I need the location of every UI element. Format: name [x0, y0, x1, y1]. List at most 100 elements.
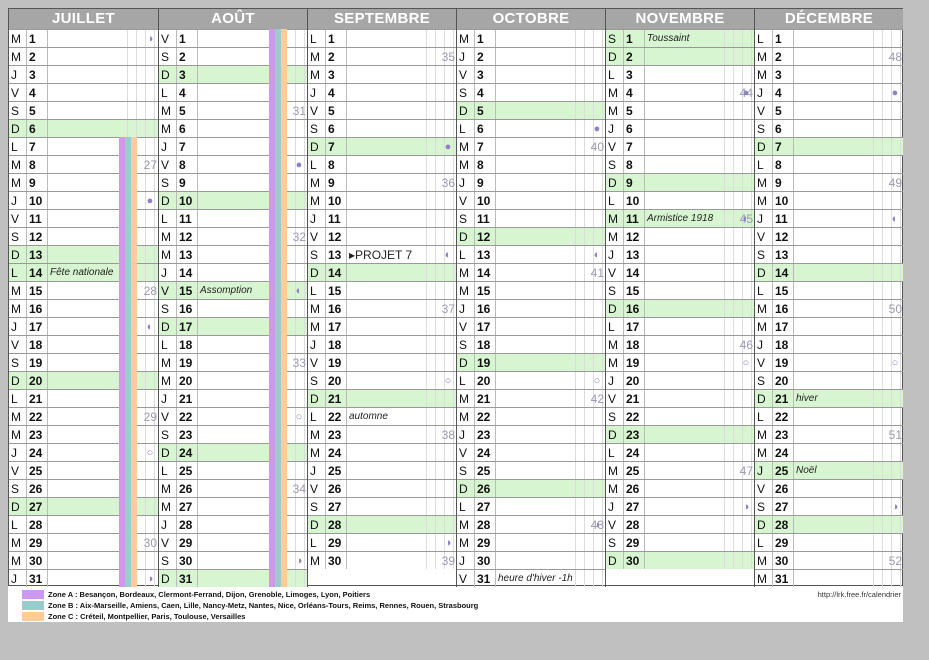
day-row[interactable]: L 10 [606, 191, 754, 209]
day-row[interactable]: M 19 ○ [606, 353, 754, 371]
day-row[interactable]: M 18 46 [606, 335, 754, 353]
day-row[interactable]: J 18 [308, 335, 456, 353]
day-row[interactable]: V 26 [308, 479, 456, 497]
day-row[interactable]: V 17 [457, 317, 605, 335]
day-row[interactable]: S 18 [457, 335, 605, 353]
day-row[interactable]: J 4 ● [755, 83, 903, 101]
day-row[interactable]: L 22 [755, 407, 903, 425]
day-row[interactable]: M 21 42 [457, 389, 605, 407]
day-row[interactable]: L 13 ◐ [457, 245, 605, 263]
day-row[interactable]: L 6 ● [457, 119, 605, 137]
day-row[interactable]: V 26 [755, 479, 903, 497]
day-row[interactable]: S 27 [308, 497, 456, 515]
day-row[interactable]: M 9 36 [308, 173, 456, 191]
day-row[interactable]: J 30 [457, 551, 605, 569]
day-row[interactable]: M 14 41 [457, 263, 605, 281]
day-row[interactable]: S 13 [755, 245, 903, 263]
day-row[interactable]: M 30 39 [308, 551, 456, 569]
day-row[interactable]: S 13 ▸PROJET 7 ◐ [308, 245, 456, 263]
day-row[interactable]: M 10 [755, 191, 903, 209]
day-row[interactable]: V 19 [308, 353, 456, 371]
day-row[interactable]: M 29 [457, 533, 605, 551]
day-row[interactable]: V 19 ○ [755, 353, 903, 371]
day-row[interactable]: M 11 Armistice 1918 45 ◐ [606, 209, 754, 227]
day-row[interactable]: D 14 [755, 263, 903, 281]
day-row[interactable]: V 12 [308, 227, 456, 245]
day-row[interactable]: D 7 ● [308, 137, 456, 155]
day-row[interactable]: M 9 49 [755, 173, 903, 191]
day-row[interactable]: J 23 [457, 425, 605, 443]
day-row[interactable]: M 30 52 [755, 551, 903, 569]
day-row[interactable]: L 17 [606, 317, 754, 335]
day-row[interactable]: S 11 [457, 209, 605, 227]
day-row[interactable]: M 2 48 [755, 47, 903, 65]
day-row[interactable]: M 15 [457, 281, 605, 299]
day-row[interactable]: M 28 43 ◑ [457, 515, 605, 533]
day-row[interactable]: V 21 [606, 389, 754, 407]
day-row[interactable]: J 25 [308, 461, 456, 479]
day-row[interactable]: D 26 [457, 479, 605, 497]
day-row[interactable]: V 12 [755, 227, 903, 245]
day-row[interactable]: J 25 Noël [755, 461, 903, 479]
day-row[interactable]: D 21 [308, 389, 456, 407]
day-row[interactable]: M 25 47 [606, 461, 754, 479]
day-row[interactable]: D 19 [457, 353, 605, 371]
day-row[interactable]: M 24 [308, 443, 456, 461]
day-row[interactable]: L 27 [457, 497, 605, 515]
day-row[interactable]: M 22 [457, 407, 605, 425]
day-row[interactable]: M 23 38 [308, 425, 456, 443]
day-row[interactable]: D 12 [457, 227, 605, 245]
day-row[interactable]: S 1 Toussaint [606, 29, 754, 47]
day-row[interactable]: D 28 [755, 515, 903, 533]
day-row[interactable]: M 31 [755, 569, 903, 587]
day-row[interactable]: J 27 ◑ [606, 497, 754, 515]
day-row[interactable]: M 17 [308, 317, 456, 335]
day-row[interactable]: L 22 automne [308, 407, 456, 425]
day-row[interactable]: S 27 ◑ [755, 497, 903, 515]
day-row[interactable]: L 15 [755, 281, 903, 299]
day-row[interactable]: J 11 [308, 209, 456, 227]
day-row[interactable]: M 16 37 [308, 299, 456, 317]
day-row[interactable]: M 7 40 [457, 137, 605, 155]
day-row[interactable]: M 12 [606, 227, 754, 245]
day-row[interactable]: S 20 [755, 371, 903, 389]
day-row[interactable]: L 29 ◑ [308, 533, 456, 551]
day-row[interactable]: S 20 ○ [308, 371, 456, 389]
day-row[interactable]: D 16 [606, 299, 754, 317]
day-row[interactable]: V 14 [606, 263, 754, 281]
day-row[interactable]: M 16 50 [755, 299, 903, 317]
day-row[interactable]: S 29 [606, 533, 754, 551]
day-row[interactable]: L 20 ○ [457, 371, 605, 389]
day-row[interactable]: J 18 [755, 335, 903, 353]
day-row[interactable]: J 20 [606, 371, 754, 389]
day-row[interactable]: D 23 [606, 425, 754, 443]
day-row[interactable]: J 16 [457, 299, 605, 317]
day-row[interactable]: M 24 [755, 443, 903, 461]
day-row[interactable]: J 13 [606, 245, 754, 263]
